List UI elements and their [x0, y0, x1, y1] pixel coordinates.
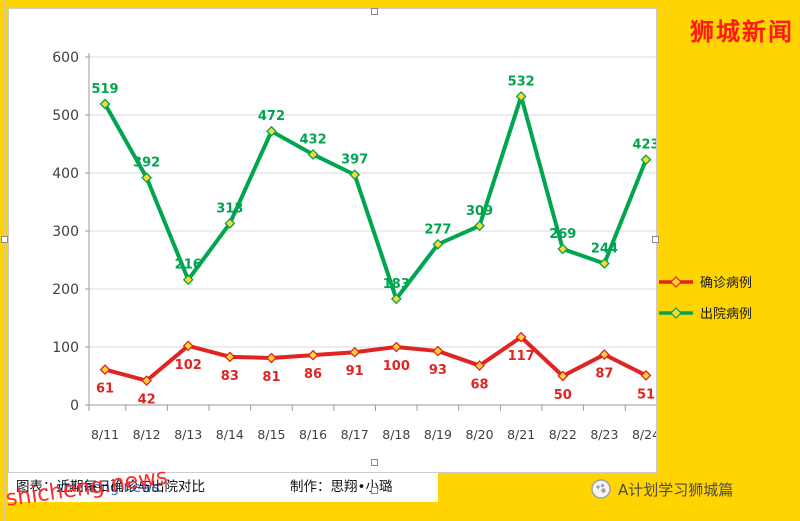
svg-text:8/21: 8/21 [507, 427, 535, 442]
legend-line-sample-confirmed [659, 275, 693, 288]
svg-text:200: 200 [52, 282, 79, 298]
svg-text:0: 0 [70, 398, 79, 414]
left-edge-line [4, 0, 5, 521]
svg-text:216: 216 [175, 258, 202, 273]
svg-text:100: 100 [52, 340, 79, 356]
svg-text:8/20: 8/20 [465, 427, 493, 442]
svg-text:472: 472 [258, 109, 285, 124]
svg-text:313: 313 [216, 201, 243, 216]
chart-legend: 确诊病例 出院病例 [658, 272, 752, 322]
line-chart: 0 100 200 300 400 500 600 8/11 8/12 8/13 8/14 8/15 8… [52, 50, 656, 442]
selection-handle-middle[interactable] [371, 459, 378, 466]
svg-text:8/15: 8/15 [257, 427, 285, 442]
svg-text:8/16: 8/16 [299, 427, 327, 442]
svg-text:8/14: 8/14 [216, 427, 244, 442]
caption-strip: shicheng.news 图表：近期每日确诊与出院对比 制作：思翔•小璐 [8, 473, 438, 502]
legend-item-discharged[interactable]: 出院病例 [658, 303, 752, 322]
svg-text:117: 117 [508, 349, 535, 364]
paw-logo-icon [591, 479, 611, 499]
svg-text:100: 100 [383, 359, 410, 374]
legend-label-discharged: 出院病例 [700, 307, 753, 322]
svg-text:277: 277 [424, 222, 451, 237]
svg-text:600: 600 [52, 50, 79, 66]
svg-text:102: 102 [175, 358, 202, 373]
svg-text:83: 83 [221, 369, 239, 384]
svg-text:309: 309 [466, 204, 493, 219]
svg-text:91: 91 [346, 364, 364, 379]
svg-text:432: 432 [300, 132, 327, 147]
svg-text:51: 51 [637, 387, 655, 402]
svg-text:500: 500 [52, 108, 79, 124]
svg-text:81: 81 [262, 370, 280, 385]
svg-text:50: 50 [554, 388, 572, 403]
selection-handle-left[interactable] [1, 236, 8, 243]
svg-text:300: 300 [52, 224, 79, 240]
footer-right: A计划学习狮城篇 [590, 478, 733, 500]
svg-text:532: 532 [508, 74, 535, 89]
legend-item-confirmed[interactable]: 确诊病例 [658, 272, 752, 291]
credit-label: 制作：思翔•小璐 [290, 479, 393, 495]
svg-text:8/11: 8/11 [91, 427, 119, 442]
selection-handle-top[interactable] [371, 8, 378, 15]
brand-title: 狮城新闻 [690, 18, 794, 46]
svg-text:392: 392 [133, 156, 160, 171]
footer-right-label: A计划学习狮城篇 [618, 480, 734, 499]
legend-line-sample-discharged [659, 306, 693, 319]
svg-text:423: 423 [632, 138, 656, 153]
svg-text:8/17: 8/17 [341, 427, 369, 442]
watermark-blue: shicheng.news [56, 480, 160, 496]
selection-handle-right[interactable] [652, 236, 659, 243]
svg-text:269: 269 [549, 227, 576, 242]
chart-panel: 0 100 200 300 400 500 600 8/11 8/12 8/13 8/14 8/15 8… [8, 8, 657, 473]
svg-text:8/18: 8/18 [382, 427, 410, 442]
svg-text:519: 519 [91, 82, 118, 97]
svg-text:8/23: 8/23 [590, 427, 618, 442]
svg-text:397: 397 [341, 153, 368, 168]
svg-text:93: 93 [429, 363, 447, 378]
svg-text:86: 86 [304, 367, 322, 382]
svg-text:87: 87 [595, 367, 613, 382]
svg-text:42: 42 [138, 393, 156, 408]
svg-text:8/24: 8/24 [632, 427, 656, 442]
svg-text:8/22: 8/22 [549, 427, 577, 442]
svg-text:68: 68 [470, 378, 488, 393]
svg-text:61: 61 [96, 382, 114, 397]
svg-text:8/13: 8/13 [174, 427, 202, 442]
svg-text:8/19: 8/19 [424, 427, 452, 442]
legend-label-confirmed: 确诊病例 [700, 276, 753, 291]
svg-text:183: 183 [383, 277, 410, 292]
selection-handle-bottom[interactable] [371, 487, 378, 494]
svg-text:400: 400 [52, 166, 79, 182]
svg-text:244: 244 [591, 241, 618, 256]
svg-text:8/12: 8/12 [133, 427, 161, 442]
chart-caption: 图表：近期每日确诊与出院对比 [16, 479, 205, 495]
